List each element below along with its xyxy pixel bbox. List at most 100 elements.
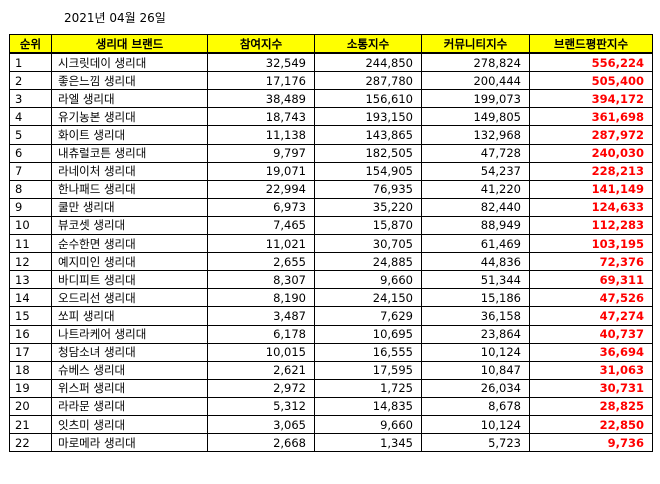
- cell-rank: 1: [9, 52, 52, 73]
- cell-brand-reputation: 556,224: [529, 52, 653, 73]
- table-row: 18 슈베스 생리대 2,621 17,595 10,847 31,063: [9, 360, 653, 380]
- cell-brand-reputation: 28,825: [529, 396, 653, 416]
- cell-participation: 2,621: [207, 360, 315, 380]
- cell-communication: 24,150: [314, 288, 422, 308]
- cell-brand: 잇츠미 생리대: [51, 414, 208, 435]
- cell-participation: 32,549: [207, 52, 315, 73]
- cell-participation: 11,021: [207, 234, 315, 254]
- cell-communication: 9,660: [314, 270, 422, 290]
- cell-participation: 2,972: [207, 378, 315, 398]
- cell-rank: 13: [9, 270, 52, 290]
- table-row: 22 마로메라 생리대 2,668 1,345 5,723 9,736: [9, 433, 653, 453]
- cell-brand: 슈베스 생리대: [51, 360, 208, 380]
- table-row: 14 오드리선 생리대 8,190 24,150 15,186 47,526: [9, 288, 653, 308]
- cell-rank: 20: [9, 396, 52, 416]
- cell-brand-reputation: 40,737: [529, 324, 653, 344]
- cell-communication: 1,725: [314, 378, 422, 398]
- cell-brand: 쏘피 생리대: [51, 306, 208, 326]
- cell-communication: 182,505: [314, 143, 422, 163]
- cell-communication: 244,850: [314, 52, 422, 73]
- cell-brand: 한나패드 생리대: [51, 179, 208, 199]
- cell-community: 36,158: [421, 306, 530, 326]
- cell-rank: 7: [9, 161, 52, 181]
- cell-communication: 143,865: [314, 125, 422, 145]
- cell-rank: 3: [9, 89, 52, 109]
- table-row: 11 순수한면 생리대 11,021 30,705 61,469 103,195: [9, 234, 653, 254]
- cell-rank: 15: [9, 306, 52, 326]
- cell-brand-reputation: 240,030: [529, 143, 653, 163]
- cell-brand: 뷰코셋 생리대: [51, 215, 208, 236]
- cell-brand-reputation: 69,311: [529, 270, 653, 290]
- cell-brand-reputation: 394,172: [529, 89, 653, 109]
- cell-brand-reputation: 72,376: [529, 252, 653, 272]
- cell-brand: 내츄럴코튼 생리대: [51, 143, 208, 163]
- cell-rank: 12: [9, 252, 52, 272]
- table-row: 5 화이트 생리대 11,138 143,865 132,968 287,972: [9, 125, 653, 145]
- cell-brand-reputation: 141,149: [529, 179, 653, 199]
- cell-community: 23,864: [421, 324, 530, 344]
- table-row: 2 좋은느낌 생리대 17,176 287,780 200,444 505,400: [9, 71, 653, 91]
- table-row: 10 뷰코셋 생리대 7,465 15,870 88,949 112,283: [9, 215, 653, 236]
- cell-communication: 15,870: [314, 215, 422, 236]
- cell-brand-reputation: 361,698: [529, 107, 653, 127]
- cell-rank: 17: [9, 342, 52, 362]
- cell-brand: 좋은느낌 생리대: [51, 71, 208, 91]
- cell-participation: 3,487: [207, 306, 315, 326]
- cell-participation: 38,489: [207, 89, 315, 109]
- cell-brand: 시크릿데이 생리대: [51, 52, 208, 73]
- cell-brand: 라라문 생리대: [51, 396, 208, 416]
- table-row: 3 라엘 생리대 38,489 156,610 199,073 394,172: [9, 89, 653, 109]
- cell-community: 8,678: [421, 396, 530, 416]
- cell-community: 47,728: [421, 143, 530, 163]
- table-row: 13 바디피트 생리대 8,307 9,660 51,344 69,311: [9, 270, 653, 290]
- cell-communication: 154,905: [314, 161, 422, 181]
- cell-rank: 16: [9, 324, 52, 344]
- cell-community: 51,344: [421, 270, 530, 290]
- cell-participation: 3,065: [207, 414, 315, 435]
- table-row: 20 라라문 생리대 5,312 14,835 8,678 28,825: [9, 396, 653, 416]
- cell-communication: 76,935: [314, 179, 422, 199]
- cell-communication: 10,695: [314, 324, 422, 344]
- table-row: 9 쿨만 생리대 6,973 35,220 82,440 124,633: [9, 197, 653, 217]
- table-row: 21 잇츠미 생리대 3,065 9,660 10,124 22,850: [9, 414, 653, 435]
- table-row: 6 내츄럴코튼 생리대 9,797 182,505 47,728 240,030: [9, 143, 653, 163]
- cell-brand: 청담소녀 생리대: [51, 342, 208, 362]
- cell-community: 41,220: [421, 179, 530, 199]
- cell-brand: 위스퍼 생리대: [51, 378, 208, 398]
- cell-communication: 7,629: [314, 306, 422, 326]
- cell-community: 82,440: [421, 197, 530, 217]
- cell-participation: 8,307: [207, 270, 315, 290]
- cell-community: 5,723: [421, 433, 530, 453]
- cell-rank: 18: [9, 360, 52, 380]
- cell-rank: 9: [9, 197, 52, 217]
- cell-participation: 8,190: [207, 288, 315, 308]
- header-rank: 순위: [9, 34, 52, 54]
- cell-participation: 9,797: [207, 143, 315, 163]
- cell-brand: 마로메라 생리대: [51, 433, 208, 453]
- cell-participation: 6,973: [207, 197, 315, 217]
- cell-community: 199,073: [421, 89, 530, 109]
- cell-brand-reputation: 31,063: [529, 360, 653, 380]
- cell-brand-reputation: 47,274: [529, 306, 653, 326]
- table-row: 19 위스퍼 생리대 2,972 1,725 26,034 30,731: [9, 378, 653, 398]
- cell-participation: 17,176: [207, 71, 315, 91]
- cell-brand-reputation: 505,400: [529, 71, 653, 91]
- cell-participation: 22,994: [207, 179, 315, 199]
- cell-community: 54,237: [421, 161, 530, 181]
- cell-brand-reputation: 287,972: [529, 125, 653, 145]
- table-row: 8 한나패드 생리대 22,994 76,935 41,220 141,149: [9, 179, 653, 199]
- cell-participation: 11,138: [207, 125, 315, 145]
- cell-participation: 19,071: [207, 161, 315, 181]
- cell-brand: 오드리선 생리대: [51, 288, 208, 308]
- table-row: 12 예지미인 생리대 2,655 24,885 44,836 72,376: [9, 252, 653, 272]
- header-brand-reputation-index: 브랜드평판지수: [529, 34, 653, 54]
- cell-community: 200,444: [421, 71, 530, 91]
- header-community-index: 커뮤니티지수: [421, 34, 530, 54]
- cell-brand: 라네이처 생리대: [51, 161, 208, 181]
- table-header-row: 순위 생리대 브랜드 참여지수 소통지수 커뮤니티지수 브랜드평판지수: [9, 34, 653, 54]
- cell-participation: 2,655: [207, 252, 315, 272]
- cell-community: 10,124: [421, 414, 530, 435]
- table-row: 4 유기농본 생리대 18,743 193,150 149,805 361,698: [9, 107, 653, 127]
- cell-brand-reputation: 112,283: [529, 215, 653, 236]
- header-communication-index: 소통지수: [314, 34, 422, 54]
